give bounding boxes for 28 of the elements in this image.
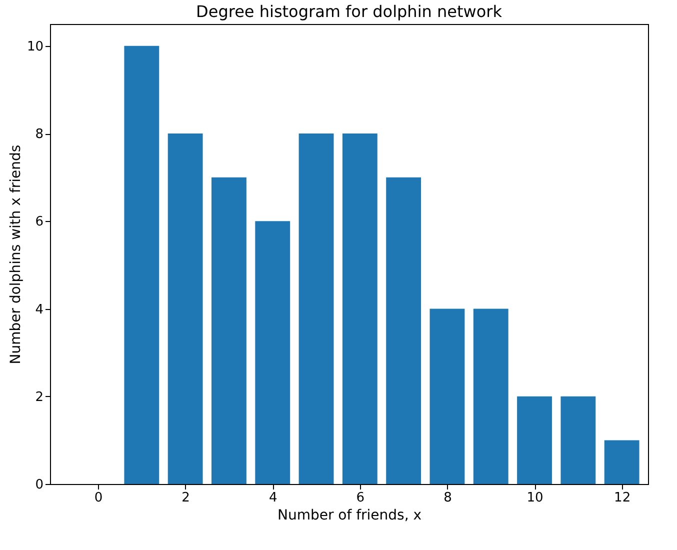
chart-title: Degree histogram for dolphin network — [196, 2, 503, 21]
bar — [298, 134, 334, 484]
bar — [430, 308, 465, 484]
x-tick-label: 4 — [268, 490, 278, 506]
bar — [517, 396, 552, 484]
bar — [342, 134, 378, 484]
bar — [604, 440, 640, 484]
y-tick-label: 4 — [35, 302, 44, 318]
x-axis-title: Number of friends, x — [277, 508, 422, 524]
y-tick-label: 0 — [35, 478, 44, 492]
bar — [124, 46, 160, 484]
bar — [473, 308, 508, 484]
y-axis-title: Number dolphins with x friends — [8, 144, 24, 364]
y-tick-label: 6 — [35, 214, 44, 230]
y-tick-label: 10 — [26, 39, 44, 54]
bar — [255, 221, 290, 484]
x-tick-label: 12 — [614, 490, 631, 506]
bar — [168, 134, 203, 484]
bar — [212, 177, 246, 484]
y-tick-label: 2 — [35, 390, 44, 405]
y-tick-label: 8 — [35, 127, 44, 142]
bar — [386, 177, 422, 484]
x-tick-label: 8 — [444, 490, 452, 506]
x-tick-label: 2 — [182, 490, 190, 506]
bar — [560, 396, 596, 484]
x-tick-label: 6 — [356, 490, 365, 506]
x-tick-label: 0 — [94, 490, 103, 506]
x-tick-label: 10 — [526, 490, 544, 506]
